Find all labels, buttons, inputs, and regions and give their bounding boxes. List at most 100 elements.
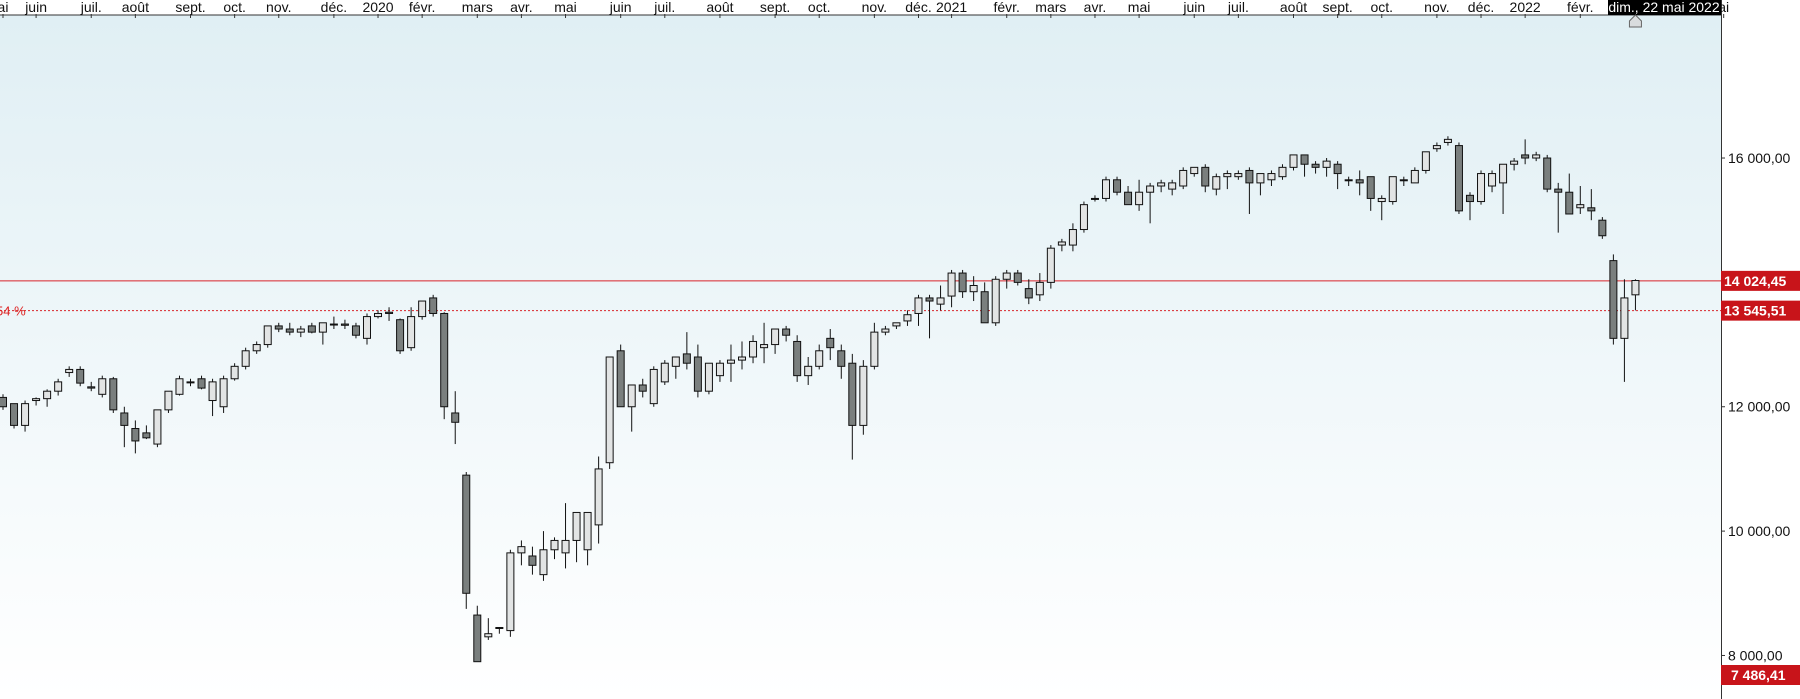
candle-body xyxy=(374,312,383,318)
candle-body xyxy=(1090,197,1099,200)
candle-body xyxy=(1333,163,1342,175)
candle xyxy=(1598,217,1607,239)
candle-body xyxy=(197,378,206,389)
candle xyxy=(1443,136,1452,146)
candle-body xyxy=(815,350,824,367)
candle-body xyxy=(936,297,945,305)
candle xyxy=(782,325,791,342)
candle xyxy=(627,384,636,432)
candle xyxy=(43,389,52,407)
candle-body xyxy=(1576,204,1585,209)
candle-body xyxy=(726,359,735,364)
candle-body xyxy=(473,614,482,663)
candle-body xyxy=(76,368,85,384)
x-tick-label: sept. xyxy=(175,0,205,15)
price-marker-box xyxy=(1721,270,1800,291)
candle-body xyxy=(252,344,261,352)
candle xyxy=(473,605,482,663)
candle-body xyxy=(1179,169,1188,187)
candle-body xyxy=(583,511,592,551)
candle xyxy=(1322,158,1331,177)
candle xyxy=(1499,163,1508,214)
candle xyxy=(131,420,140,454)
reference-line-percent-label: 54 % xyxy=(0,304,26,319)
y-tick-label: 12 000,00 xyxy=(1728,399,1790,415)
candle xyxy=(1543,154,1552,193)
crosshair-handle-icon[interactable] xyxy=(1628,14,1642,28)
candle xyxy=(550,537,559,560)
low-marker-label: 7 486,41 xyxy=(1731,667,1786,683)
candle xyxy=(329,316,338,330)
candle-body xyxy=(715,362,724,377)
candle-body xyxy=(1079,204,1088,231)
y-axis-background xyxy=(1721,0,1800,699)
candle-body xyxy=(1245,169,1254,184)
candle-body xyxy=(1234,173,1243,178)
candle xyxy=(484,618,493,640)
candle xyxy=(1510,158,1519,171)
candle xyxy=(1267,170,1276,186)
x-tick-label: ai xyxy=(1718,0,1729,15)
candle xyxy=(1388,176,1397,205)
candle xyxy=(263,325,272,348)
candle-body xyxy=(506,552,515,632)
candle-body xyxy=(1620,297,1629,339)
reference-lines: 54 % xyxy=(0,280,1721,319)
candle xyxy=(1024,279,1033,305)
x-tick-label: févr. xyxy=(409,0,435,15)
candle-body xyxy=(1510,160,1519,165)
price-marker-label: 13 545,51 xyxy=(1724,303,1786,319)
candle xyxy=(351,322,360,339)
candle xyxy=(32,397,41,406)
candle xyxy=(1355,170,1364,196)
candle-body xyxy=(958,272,967,293)
price-markers: 14 024,45 13 545,51 7 486,41 xyxy=(1721,270,1800,685)
candle-body xyxy=(142,432,151,439)
candle xyxy=(98,375,107,398)
candle xyxy=(1079,201,1088,233)
candle xyxy=(296,325,305,338)
candle-body xyxy=(1443,138,1452,143)
candle-body xyxy=(1046,247,1055,283)
candle xyxy=(429,294,438,317)
candle-body xyxy=(550,539,559,551)
candle-body xyxy=(969,284,978,293)
x-tick-label: déc. xyxy=(1468,0,1494,15)
candle-body xyxy=(21,403,30,426)
candle-body xyxy=(671,356,680,367)
candle xyxy=(1146,182,1155,224)
candle-body xyxy=(1488,173,1497,187)
candles xyxy=(0,136,1640,663)
candle-body xyxy=(749,340,758,358)
candle-body xyxy=(1465,194,1474,203)
candle-body xyxy=(1223,173,1232,178)
candle-body xyxy=(318,322,327,333)
candle-body xyxy=(627,384,636,408)
candle xyxy=(374,310,383,319)
candle-body xyxy=(1002,272,1011,280)
low-marker-box xyxy=(1721,665,1800,685)
candle-body xyxy=(451,412,460,423)
candle-body xyxy=(1190,166,1199,175)
candle-body xyxy=(1432,145,1441,150)
candle-body xyxy=(0,396,7,408)
candle-body xyxy=(660,362,669,383)
y-tick-label: 10 000,00 xyxy=(1728,523,1790,539)
candle xyxy=(76,366,85,387)
candle-body xyxy=(892,322,901,327)
candle-body xyxy=(771,328,780,346)
candle-body xyxy=(1366,176,1375,199)
candle xyxy=(1576,186,1585,214)
candle xyxy=(1377,195,1386,221)
candle-body xyxy=(1388,176,1397,203)
candle xyxy=(1201,164,1210,193)
candle-body xyxy=(1057,241,1066,246)
candle xyxy=(396,318,405,354)
candle xyxy=(1212,173,1221,196)
candle xyxy=(1554,182,1563,233)
candle xyxy=(1002,269,1011,289)
candle xyxy=(1410,167,1419,184)
candle xyxy=(572,511,581,563)
candle xyxy=(638,378,647,398)
